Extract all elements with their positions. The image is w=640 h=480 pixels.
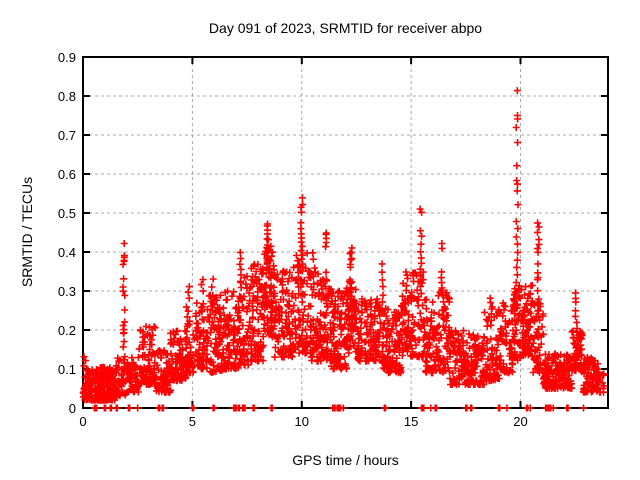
scatter-points (79, 87, 608, 412)
y-tick-label-0.4: 0.4 (57, 244, 76, 260)
x-tick-label-5: 5 (188, 414, 196, 429)
x-tick-label-10: 10 (294, 414, 309, 429)
y-tick-label-0.6: 0.6 (57, 166, 76, 182)
y-tick-label-0.2: 0.2 (57, 322, 76, 338)
y-tick-label-0.3: 0.3 (57, 283, 76, 299)
chart-title: Day 091 of 2023, SRMTID for receiver abp… (208, 20, 483, 36)
x-tick-label-20: 20 (513, 414, 528, 429)
y-tick-label-0.8: 0.8 (57, 88, 76, 104)
y-tick-label-0.7: 0.7 (57, 127, 76, 143)
y-axis-label: SRMTID / TECUs (19, 176, 35, 288)
x-axis-label: GPS time / hours (292, 452, 399, 468)
y-tick-label-0.9: 0.9 (57, 49, 76, 65)
y-tick-label-0.1: 0.1 (57, 361, 76, 377)
x-tick-label-0: 0 (79, 414, 87, 429)
y-tick-label-0: 0 (68, 400, 76, 416)
y-tick-label-0.5: 0.5 (57, 205, 76, 221)
x-tick-label-15: 15 (403, 414, 419, 429)
